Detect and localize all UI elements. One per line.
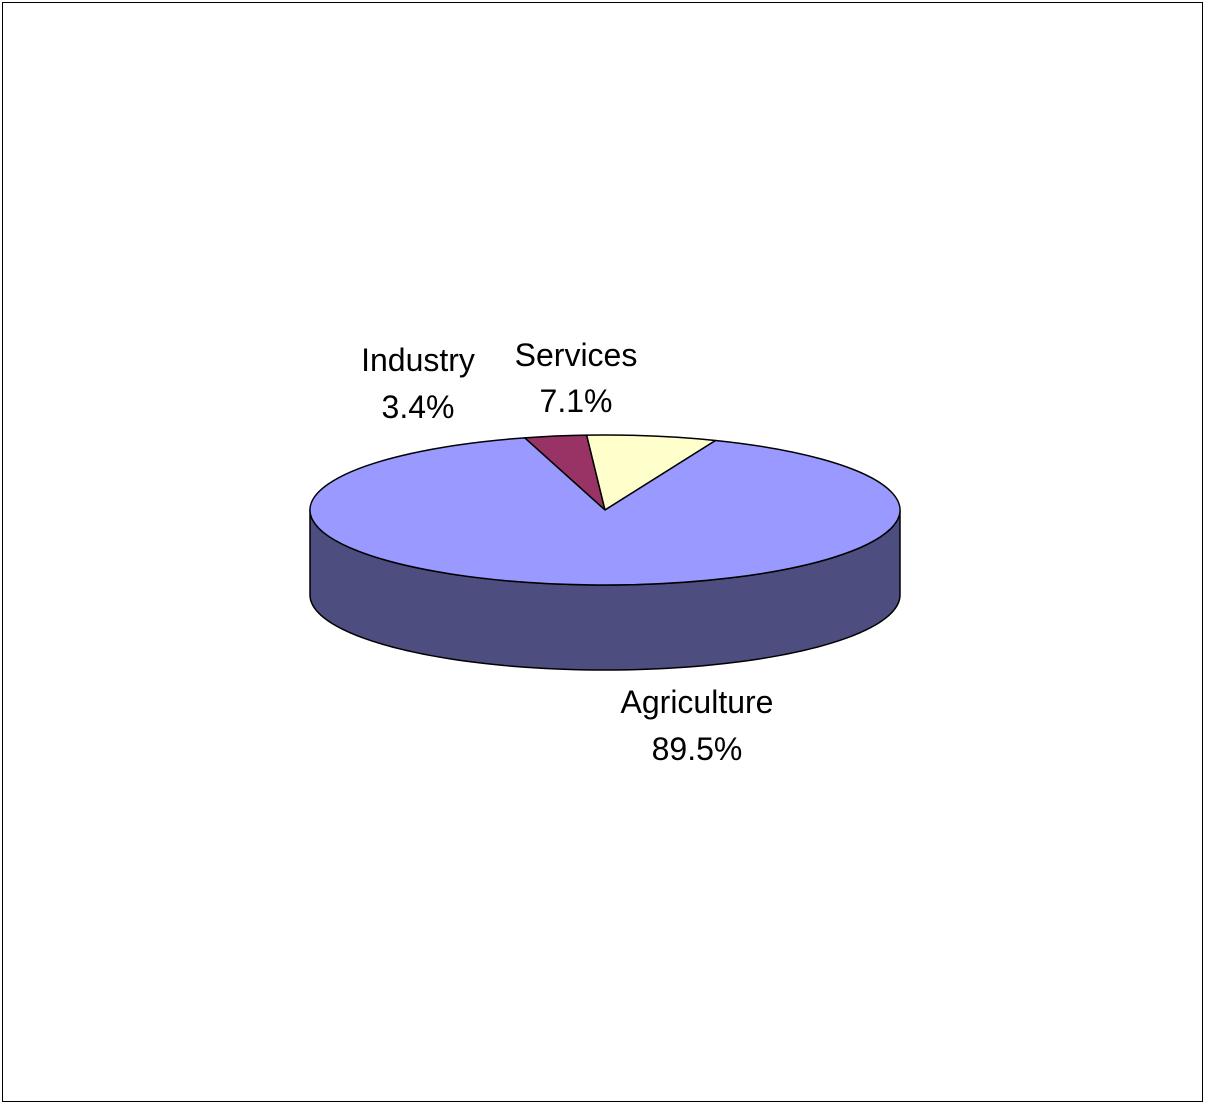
label-services-name: Services: [515, 337, 638, 373]
label-agriculture-percent: 89.5%: [652, 731, 743, 767]
pie-slice-agriculture: [309, 437, 901, 586]
pie-labels: Industry 3.4% Services 7.1% Agriculture …: [361, 337, 773, 767]
pie-slice-services: [585, 434, 717, 511]
label-agriculture-name: Agriculture: [621, 684, 774, 720]
label-industry-name: Industry: [361, 342, 475, 378]
label-industry-percent: 3.4%: [382, 389, 455, 425]
pie-top: [309, 434, 901, 586]
label-services-percent: 7.1%: [540, 383, 613, 419]
